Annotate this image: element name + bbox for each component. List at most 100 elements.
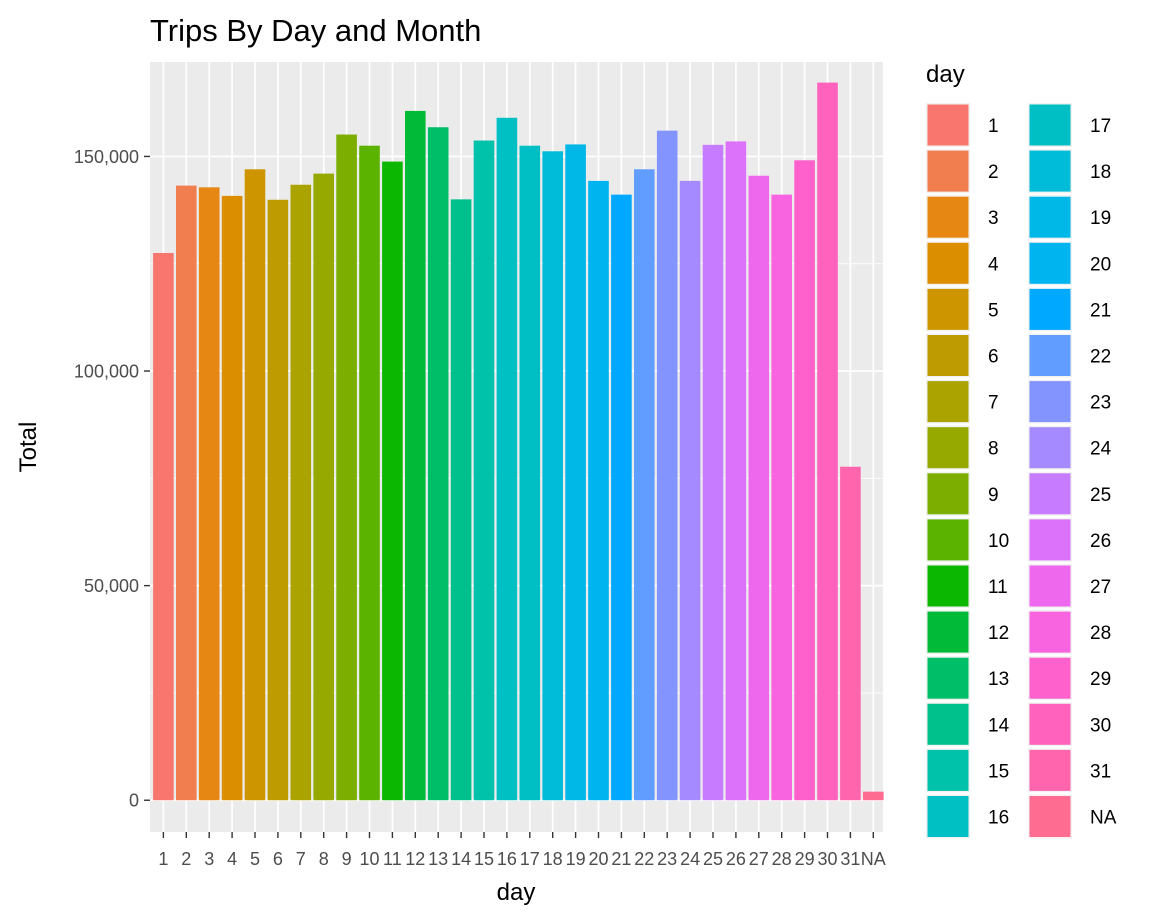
legend-label: NA	[1090, 808, 1117, 829]
bar-day-30	[817, 82, 838, 801]
x-tick-label: 11	[383, 849, 402, 869]
bar-day-13	[427, 127, 449, 801]
bar-day-2	[176, 185, 197, 801]
bar-day-8	[313, 173, 334, 801]
legend-key-day-16	[927, 796, 969, 837]
legend-label: 24	[1090, 439, 1112, 460]
legend-key-day-6	[927, 335, 969, 376]
x-tick-label: 9	[342, 849, 352, 869]
legend-key-day-17	[1029, 104, 1071, 146]
legend-key-day-7	[927, 381, 969, 423]
bar-day-19	[565, 144, 586, 801]
legend-label: 22	[1090, 347, 1111, 368]
legend-label: 7	[988, 393, 999, 414]
bar-day-28	[771, 194, 792, 801]
x-tick-label: 3	[204, 849, 214, 869]
y-tick-label: 100,000	[74, 362, 139, 382]
legend: day 123456789101112131415161718192021222…	[926, 61, 1117, 839]
legend-label: 1	[988, 116, 999, 137]
legend-key-day-23	[1029, 381, 1071, 423]
bar-day-26	[725, 141, 747, 801]
bar-day-15	[473, 140, 495, 801]
y-tick-label: 150,000	[74, 147, 139, 167]
legend-label: 9	[988, 485, 999, 506]
legend-key-day-27	[1029, 565, 1071, 607]
bar-day-NA	[863, 791, 884, 801]
x-tick-label: 12	[405, 849, 425, 869]
legend-key-day-NA	[1029, 796, 1071, 837]
bar-day-22	[634, 169, 655, 801]
legend-label: 2	[988, 162, 999, 183]
legend-key-day-3	[927, 196, 969, 238]
legend-key-day-1	[927, 104, 969, 146]
x-tick-label: 31	[840, 849, 860, 869]
legend-key-day-13	[927, 657, 969, 699]
bar-day-11	[382, 161, 403, 801]
x-tick-label: 29	[795, 849, 815, 869]
legend-key-day-21	[1029, 288, 1071, 330]
legend-label: 30	[1090, 715, 1111, 736]
bar-day-21	[611, 194, 632, 801]
legend-label: 6	[988, 347, 999, 368]
bar-day-16	[496, 117, 518, 801]
bar-day-31	[840, 466, 861, 801]
bar-day-12	[405, 110, 426, 801]
legend-label: 18	[1090, 162, 1111, 183]
legend-label: 26	[1090, 531, 1111, 552]
x-tick-label: 18	[543, 849, 563, 869]
legend-label: 11	[988, 577, 1008, 598]
bar-day-17	[519, 145, 541, 801]
legend-key-day-28	[1029, 611, 1071, 653]
legend-label: 21	[1090, 300, 1111, 321]
bar-day-9	[336, 134, 357, 801]
y-axis: 0 50,000 100,000 150,000	[74, 147, 150, 811]
legend-label: 16	[988, 808, 1009, 829]
bar-day-24	[679, 180, 701, 801]
legend-key-day-11	[927, 565, 969, 607]
x-axis-title: day	[497, 879, 536, 906]
x-tick-label: 19	[566, 849, 586, 869]
x-tick-label: 5	[250, 849, 260, 869]
legend-label: 10	[988, 531, 1009, 552]
legend-key-day-20	[1029, 242, 1071, 284]
legend-key-day-29	[1029, 657, 1071, 699]
x-tick-label: 21	[611, 849, 631, 869]
legend-label: 12	[988, 623, 1009, 644]
legend-key-day-25	[1029, 473, 1071, 515]
legend-key-day-19	[1029, 196, 1071, 238]
legend-key-day-10	[927, 519, 969, 561]
bar-day-5	[244, 169, 266, 801]
legend-label: 27	[1090, 577, 1111, 598]
x-tick-label: 22	[634, 849, 654, 869]
legend-label: 23	[1090, 393, 1111, 414]
x-tick-label: 26	[726, 849, 746, 869]
legend-label: 17	[1090, 116, 1111, 137]
bar-day-25	[702, 144, 724, 801]
legend-key-day-2	[927, 150, 969, 192]
legend-key-day-31	[1029, 749, 1071, 791]
x-tick-label: 30	[817, 849, 837, 869]
x-tick-label: 27	[749, 849, 769, 869]
legend-key-day-30	[1029, 703, 1071, 745]
legend-label: 5	[988, 300, 999, 321]
x-tick-label: 13	[428, 849, 448, 869]
legend-key-day-15	[927, 749, 969, 791]
x-axis: 1 2 3 4 5 6 7 8 9 10 11 12 13 14 15 16 17 18 19 20 21 22 23 24 2…	[158, 832, 886, 869]
x-tick-label: 6	[273, 849, 283, 869]
legend-label: 29	[1090, 669, 1111, 690]
legend-key-day-8	[927, 427, 969, 469]
legend-key-day-4	[927, 242, 969, 284]
legend-key-day-24	[1029, 427, 1071, 469]
bar-day-10	[359, 145, 380, 801]
y-tick-label: 0	[129, 791, 139, 811]
bar-day-18	[542, 151, 563, 801]
legend-key-day-18	[1029, 150, 1071, 192]
bar-day-6	[267, 199, 289, 801]
legend-title: day	[926, 61, 965, 88]
x-tick-label: 14	[451, 849, 471, 869]
x-tick-label: 28	[772, 849, 792, 869]
bar-day-1	[153, 252, 174, 801]
x-tick-label: 20	[588, 849, 608, 869]
bars	[153, 82, 884, 801]
